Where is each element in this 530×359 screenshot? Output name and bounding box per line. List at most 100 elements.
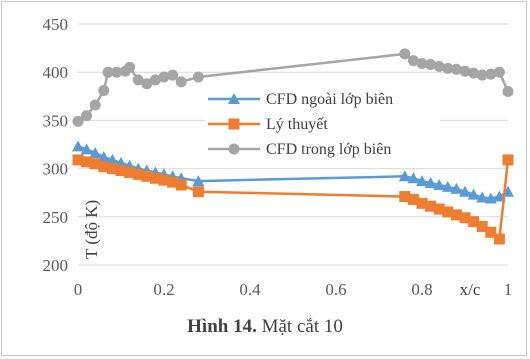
data-point-cfd-outside: [72, 140, 84, 152]
data-point-cfd-inside: [407, 55, 419, 67]
x-tick-label: 0.6: [325, 280, 346, 299]
data-point-theory: [416, 197, 428, 209]
data-point-cfd-inside: [167, 69, 179, 81]
data-point-cfd-outside: [467, 188, 480, 200]
legend-label: CFD ngoài lớp biên: [266, 91, 393, 108]
data-point-theory: [167, 176, 179, 188]
data-point-cfd-inside: [175, 76, 187, 88]
series-theory: [72, 154, 514, 245]
data-point-theory: [433, 203, 445, 215]
data-point-cfd-inside: [459, 65, 471, 77]
data-point-cfd-inside: [81, 110, 93, 122]
x-axis-title: x/c: [460, 280, 481, 299]
data-point-cfd-inside: [493, 66, 505, 78]
data-point-cfd-inside: [476, 69, 488, 81]
data-point-theory: [158, 174, 170, 186]
data-point-cfd-inside: [72, 115, 84, 127]
data-point-cfd-inside: [502, 85, 514, 97]
legend-label: CFD trong lớp biên: [266, 141, 391, 158]
data-point-theory: [149, 172, 161, 184]
data-point-cfd-inside: [450, 63, 462, 75]
legend: CFD ngoài lớp biên Lý thuyết CFD trong lớp…: [205, 84, 440, 164]
y-axis-title: T (độ K): [82, 200, 101, 259]
data-point-theory: [192, 186, 204, 198]
legend-marker: [228, 143, 240, 155]
data-point-cfd-inside: [141, 78, 153, 90]
y-tick-label: 400: [43, 63, 69, 82]
data-point-cfd-inside: [102, 66, 114, 78]
data-point-cfd-inside: [89, 99, 101, 111]
data-point-cfd-outside: [398, 170, 411, 182]
y-tick-label: 350: [43, 111, 69, 130]
data-point-theory: [124, 166, 136, 178]
legend-marker: [228, 118, 240, 130]
data-point-theory: [106, 163, 118, 175]
y-tick-label: 200: [43, 256, 69, 275]
gridlines: [78, 23, 508, 266]
data-point-cfd-outside: [433, 178, 446, 190]
data-point-cfd-inside: [433, 60, 445, 72]
data-point-theory: [442, 206, 454, 218]
legend-label: Lý thuyết: [266, 116, 328, 133]
data-point-cfd-outside: [450, 182, 463, 194]
data-point-cfd-outside: [106, 153, 119, 165]
data-point-cfd-inside: [485, 68, 497, 80]
caption-text: Mặt cắt 10: [256, 316, 343, 337]
caption-figure-number: Hình 14.: [187, 316, 257, 337]
x-tick-label: 0.4: [239, 280, 261, 299]
data-point-theory: [476, 220, 488, 232]
data-point-cfd-inside: [416, 58, 428, 70]
data-series: [72, 48, 514, 245]
y-axis-tick-labels: 200 250 300 350 400 450: [43, 15, 69, 275]
data-point-cfd-inside: [399, 48, 411, 60]
data-point-theory: [175, 179, 187, 191]
data-point-cfd-inside: [149, 74, 161, 86]
data-point-theory: [502, 154, 514, 166]
data-point-cfd-outside: [97, 151, 110, 163]
data-point-cfd-outside: [484, 192, 497, 204]
data-point-theory: [89, 158, 101, 170]
data-point-cfd-outside: [80, 143, 93, 155]
series-cfd-inside: [72, 48, 514, 127]
x-tick-label: 0.2: [153, 280, 174, 299]
y-tick-label: 250: [43, 208, 69, 227]
data-point-cfd-outside: [424, 177, 437, 189]
data-point-theory: [468, 216, 480, 228]
legend-item-cfd-inside: CFD trong lớp biên: [208, 141, 391, 158]
x-tick-label: 0.8: [411, 280, 432, 299]
data-point-theory: [450, 209, 462, 221]
data-point-cfd-inside: [111, 66, 123, 78]
x-tick-label: 1: [504, 280, 513, 299]
data-point-cfd-inside: [192, 71, 204, 83]
x-tick-label: 0: [74, 280, 83, 299]
data-point-cfd-outside: [476, 191, 489, 203]
data-point-theory: [115, 165, 127, 177]
data-point-cfd-inside: [98, 85, 110, 97]
data-point-theory: [459, 212, 471, 224]
data-point-cfd-outside: [459, 185, 471, 197]
data-point-theory: [399, 191, 411, 203]
data-point-theory: [81, 156, 93, 168]
data-point-cfd-inside: [442, 62, 454, 74]
y-tick-label: 450: [43, 15, 69, 34]
legend-item-cfd-outside: CFD ngoài lớp biên: [208, 91, 393, 108]
data-point-cfd-outside: [192, 175, 205, 187]
figure-caption: Hình 14. Mặt cắt 10: [0, 316, 530, 338]
data-point-cfd-outside: [89, 147, 102, 159]
data-point-cfd-inside: [425, 58, 437, 70]
data-point-theory: [493, 233, 505, 245]
data-point-theory: [407, 193, 419, 205]
data-point-theory: [485, 226, 497, 238]
data-point-cfd-outside: [493, 190, 506, 202]
data-point-cfd-inside: [124, 61, 136, 73]
data-point-theory: [132, 168, 144, 180]
data-point-theory: [141, 170, 153, 182]
legend-item-theory: Lý thuyết: [208, 116, 328, 133]
y-tick-label: 300: [43, 160, 69, 179]
data-point-theory: [98, 161, 110, 173]
legend-marker: [228, 93, 240, 104]
data-point-cfd-inside: [158, 71, 170, 83]
data-point-cfd-inside: [468, 67, 480, 79]
x-axis-tick-labels: 0 0.2 0.4 0.6 0.8 1: [74, 280, 513, 299]
